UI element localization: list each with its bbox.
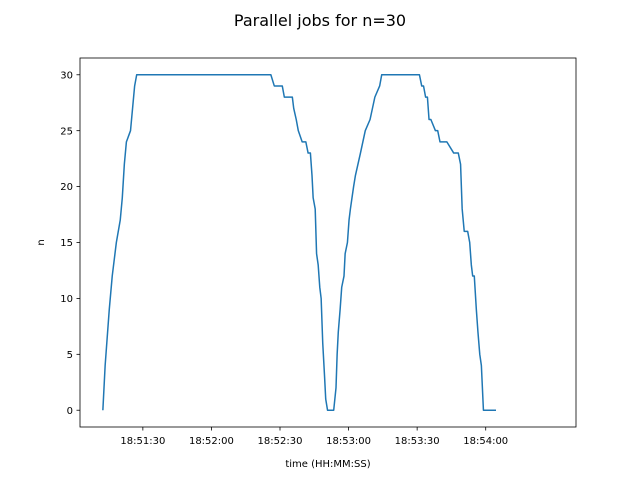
chart-title: Parallel jobs for n=30 (234, 11, 406, 30)
y-tick-label: 25 (60, 126, 73, 137)
x-tick-label: 18:53:30 (395, 436, 440, 447)
x-axis-label: time (HH:MM:SS) (285, 459, 370, 470)
plot-frame (79, 57, 577, 428)
y-tick-label: 20 (60, 182, 73, 193)
x-tick-label: 18:51:30 (120, 436, 165, 447)
y-ticks: 0 5 10 15 20 25 30 (60, 70, 80, 417)
x-tick-label: 18:54:00 (463, 436, 508, 447)
y-axis-label: n (36, 239, 47, 245)
x-tick-label: 18:52:00 (189, 436, 234, 447)
y-tick-label: 15 (60, 238, 73, 249)
y-tick-label: 0 (67, 406, 73, 417)
y-tick-label: 10 (60, 294, 73, 305)
y-tick-label: 5 (67, 350, 73, 361)
x-ticks: 18:51:30 18:52:00 18:52:30 18:53:00 18:53:30… (120, 427, 508, 447)
x-tick-label: 18:52:30 (258, 436, 303, 447)
x-tick-label: 18:53:00 (326, 436, 371, 447)
y-tick-label: 30 (60, 70, 73, 81)
series-line (102, 74, 496, 411)
